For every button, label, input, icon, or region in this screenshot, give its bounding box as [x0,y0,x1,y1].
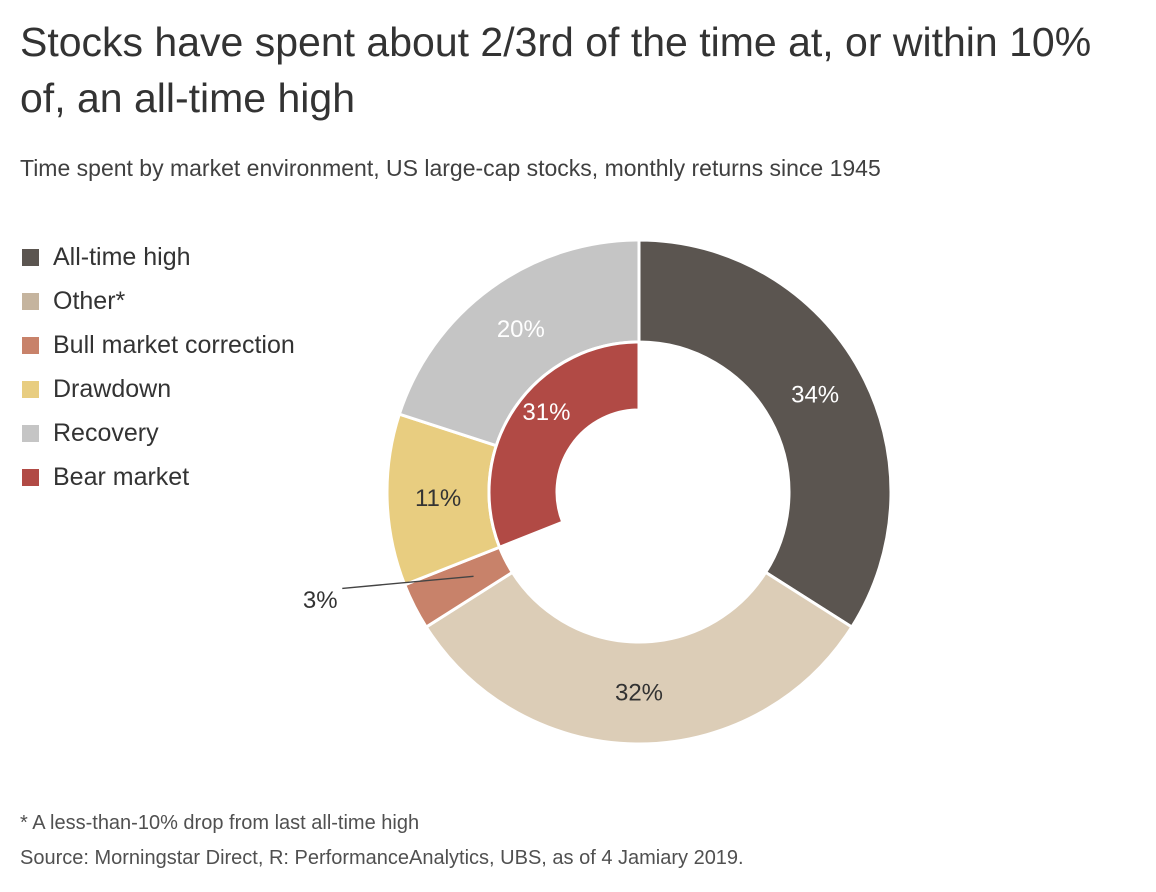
legend-label: All-time high [53,242,191,271]
chart-title: Stocks have spent about 2/3rd of the tim… [20,19,1092,121]
legend-item-all-time-high: All-time high [22,235,295,279]
data-label-bull-market-correction: 3% [303,587,338,614]
legend-item-other: Other* [22,279,295,323]
legend-item-recovery: Recovery [22,411,295,455]
slice-other [424,570,854,746]
legend-label: Bull market correction [53,330,295,359]
slice-bear-market [487,340,641,550]
legend-label: Bear market [53,462,190,491]
legend-label: Other* [53,286,126,315]
legend-item-bull-market-correction: Bull market correction [22,323,295,367]
legend-item-bear-market: Bear market [22,455,295,499]
legend-swatch [22,292,39,310]
footnote: * A less-than-10% drop from last all-tim… [20,812,420,834]
data-label-other: 32% [615,680,663,707]
legend-swatch [22,468,39,486]
data-label-drawdown: 11% [415,485,461,512]
legend-item-drawdown: Drawdown [22,367,295,411]
leader-line [342,575,474,590]
chart-legend: All-time high Other* Bull market correct… [22,235,295,499]
data-label-recovery: 20% [497,316,545,343]
legend-swatch [22,336,39,354]
source-note: Source: Morningstar Direct, R: Performan… [20,847,744,869]
legend-swatch [22,424,39,442]
slice-all-time-high [637,238,893,630]
chart-subtitle: Time spent by market environment, US lar… [20,155,881,181]
data-label-all-time-high: 34% [791,382,839,409]
legend-label: Drawdown [53,374,172,403]
legend-label: Recovery [53,418,159,447]
data-label-bear-market: 31% [522,399,570,426]
legend-swatch [22,380,39,398]
legend-swatch [22,248,39,266]
